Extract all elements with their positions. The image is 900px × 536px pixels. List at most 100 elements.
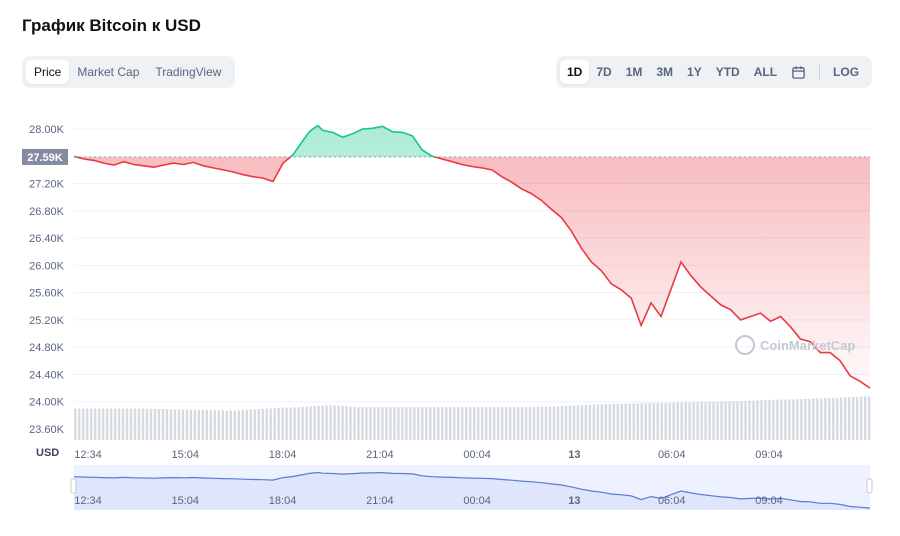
- volume-bar: [676, 402, 679, 440]
- volume-bar: [389, 407, 392, 440]
- volume-bar: [465, 407, 468, 440]
- volume-bar: [496, 407, 500, 440]
- y-tick-label: 24.80K: [29, 342, 65, 354]
- range-ytd[interactable]: YTD: [715, 65, 740, 79]
- volume-bar: [297, 407, 300, 440]
- volume-bar: [624, 403, 628, 440]
- navigator-line: [73, 471, 871, 509]
- volume-bar: [253, 409, 256, 440]
- volume-bar: [129, 408, 133, 440]
- volume-bar: [828, 397, 831, 440]
- navigator-tick-label: 12:34: [74, 495, 102, 507]
- volume-bar: [804, 399, 807, 440]
- volume-bar: [257, 408, 260, 440]
- volume-bar: [840, 397, 843, 440]
- volume-bar: [772, 399, 775, 440]
- navigator-tick-label: 06:04: [658, 495, 686, 507]
- price-line-below: [73, 156, 871, 389]
- volume-bar: [429, 407, 432, 440]
- volume-bar: [217, 410, 221, 440]
- volume-bar: [652, 402, 655, 440]
- volume-bar: [169, 409, 173, 440]
- volume-bar: [381, 407, 384, 440]
- volume-bar: [317, 405, 320, 440]
- volume-bar: [640, 403, 643, 440]
- volume-bar: [177, 409, 181, 440]
- volume-bar: [696, 402, 699, 440]
- volume-bar: [305, 406, 308, 440]
- volume-bar: [357, 407, 360, 440]
- volume-bar: [273, 408, 276, 440]
- volume-bar: [313, 406, 316, 440]
- volume-bar: [81, 408, 85, 440]
- range-3m[interactable]: 3M: [656, 65, 674, 79]
- volume-bar: [568, 405, 572, 440]
- volume-bar: [556, 406, 560, 440]
- volume-bar: [74, 408, 77, 440]
- volume-bar: [484, 407, 488, 440]
- volume-bar: [281, 407, 284, 440]
- volume-bar: [740, 401, 743, 440]
- volume-bar: [720, 401, 723, 440]
- volume-bar: [133, 408, 137, 440]
- watermark: CoinMarketCap: [735, 335, 855, 355]
- volume-bar: [764, 400, 767, 440]
- volume-bar: [433, 407, 436, 440]
- y-tick-label: 28.00K: [29, 124, 65, 136]
- volume-bar: [121, 408, 125, 440]
- tab-market-cap[interactable]: Market Cap: [77, 65, 140, 79]
- current-price-label: 27.59K: [27, 152, 63, 164]
- volume-bar: [309, 406, 312, 440]
- volume-bar: [437, 407, 440, 440]
- volume-bar: [269, 408, 272, 440]
- tab-tradingview[interactable]: TradingView: [155, 65, 222, 79]
- volume-bar: [113, 408, 117, 440]
- volume-bar: [117, 408, 121, 440]
- volume-bar: [532, 406, 536, 440]
- area-fill-above: [74, 125, 435, 157]
- volume-bar: [285, 407, 288, 440]
- range-7d[interactable]: 7D: [596, 65, 612, 79]
- calendar-icon[interactable]: [784, 60, 813, 84]
- current-price-badge-bg: [22, 148, 68, 165]
- volume-bar: [784, 399, 787, 440]
- volume-bar: [504, 407, 508, 440]
- volume-bar: [668, 402, 671, 440]
- volume-bar: [265, 408, 268, 440]
- range-1y[interactable]: 1Y: [687, 65, 702, 79]
- volume-bar: [301, 406, 304, 440]
- volume-bar: [704, 401, 707, 440]
- navigator-tick-label: 09:04: [755, 495, 783, 507]
- volume-bar: [528, 406, 532, 440]
- watermark-text: CoinMarketCap: [760, 338, 855, 353]
- range-all[interactable]: ALL: [753, 65, 778, 79]
- volume-bar: [205, 410, 209, 440]
- range-navigator[interactable]: 12:34 15:04 18:04 21:04 00:04 13 06:04 09:04: [70, 465, 873, 510]
- volume-bar: [349, 406, 352, 440]
- tab-price[interactable]: Price: [26, 60, 70, 84]
- volume-bar: [780, 399, 783, 440]
- volume-bar: [377, 407, 380, 440]
- x-tick-label: 06:04: [658, 449, 686, 461]
- volume-bar: [628, 403, 632, 440]
- volume-bar: [425, 407, 428, 440]
- currency-label: USD: [36, 447, 60, 459]
- volume-bar: [756, 400, 759, 440]
- volume-bar: [181, 409, 185, 440]
- volume-bar: [748, 400, 751, 440]
- navigator-handle-left: [70, 478, 77, 494]
- volume-bar: [261, 408, 264, 440]
- volume-bar: [708, 401, 711, 440]
- volume-bar: [712, 401, 715, 440]
- range-1m[interactable]: 1M: [625, 65, 643, 79]
- volume-bar: [856, 396, 859, 440]
- range-1d[interactable]: 1D: [560, 60, 590, 84]
- chart-mode-tabs: Price Market Cap TradingView: [22, 56, 235, 88]
- volume-bar: [716, 401, 719, 440]
- volume-bar: [596, 404, 600, 440]
- volume-bar: [868, 396, 871, 440]
- log-scale-toggle[interactable]: LOG: [833, 65, 860, 79]
- volume-bar: [361, 407, 364, 440]
- volume-bar: [644, 403, 647, 440]
